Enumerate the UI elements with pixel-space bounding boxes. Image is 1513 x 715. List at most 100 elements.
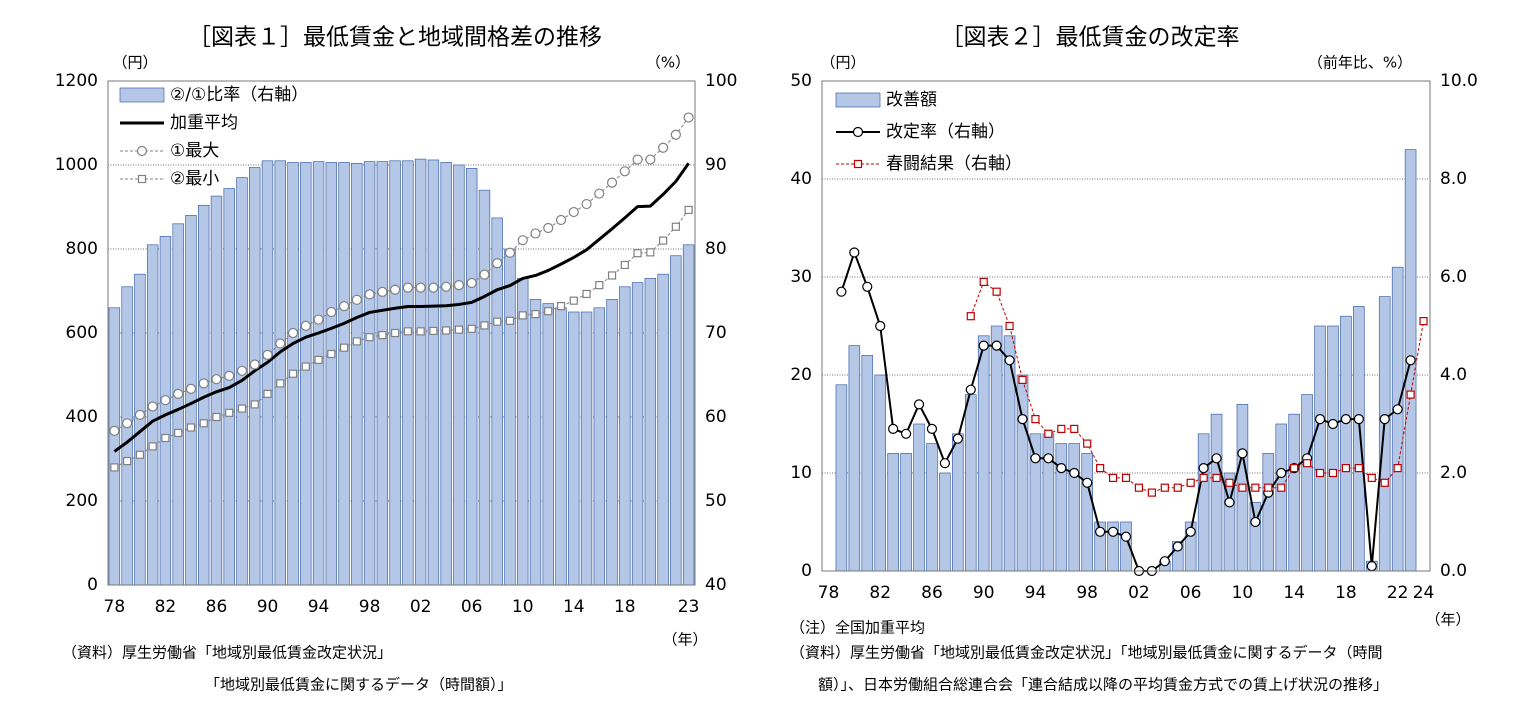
marker bbox=[1380, 478, 1389, 487]
legend-swatch bbox=[119, 87, 165, 103]
bar bbox=[670, 255, 682, 586]
y-tick-label: 600 bbox=[66, 323, 98, 343]
bar bbox=[414, 158, 427, 586]
x-tick-label: 22 bbox=[1387, 583, 1409, 603]
bar bbox=[478, 189, 491, 586]
marker bbox=[429, 326, 438, 335]
marker bbox=[441, 281, 452, 292]
bar bbox=[900, 453, 912, 572]
marker bbox=[1173, 483, 1182, 492]
y2-tick-label: 90 bbox=[705, 155, 727, 175]
bar bbox=[1055, 443, 1068, 572]
marker bbox=[836, 286, 847, 297]
y2-tick-label: 50 bbox=[705, 491, 727, 511]
marker bbox=[1134, 483, 1144, 492]
bar bbox=[1210, 413, 1223, 572]
bar bbox=[427, 159, 440, 586]
marker bbox=[1172, 541, 1183, 552]
y2-tick-label: 80 bbox=[705, 239, 727, 259]
bar bbox=[146, 244, 159, 586]
x-tick-label: 78 bbox=[818, 583, 840, 603]
chart-title: ［図表２］最低賃金の改定率 bbox=[941, 25, 1240, 51]
marker bbox=[365, 333, 374, 342]
marker bbox=[1224, 497, 1235, 508]
bar bbox=[465, 168, 478, 586]
bar bbox=[990, 325, 1003, 572]
x-tick-label: 98 bbox=[359, 597, 381, 617]
marker bbox=[1212, 473, 1221, 482]
bar bbox=[682, 244, 695, 586]
marker bbox=[1005, 321, 1014, 331]
note: 「地域別最低賃金に関するデータ（時間額）」 bbox=[205, 676, 513, 694]
marker bbox=[543, 222, 554, 234]
bar bbox=[887, 453, 899, 572]
marker bbox=[250, 400, 259, 409]
note: （注）全国加重平均 bbox=[790, 619, 925, 637]
y-tick-label: 40 bbox=[790, 169, 812, 189]
marker bbox=[1096, 464, 1105, 473]
y2-tick-label: 0.0 bbox=[1440, 561, 1467, 581]
note: （資料）厚生労働省「地域別最低賃金改定状況」 bbox=[62, 644, 392, 662]
legend-label: 改定率（右軸） bbox=[886, 122, 1005, 142]
marker bbox=[134, 409, 146, 420]
marker bbox=[174, 428, 183, 438]
legend-swatch bbox=[835, 92, 881, 108]
x-tick-label: 82 bbox=[869, 583, 891, 603]
bar bbox=[363, 161, 376, 586]
marker bbox=[581, 198, 592, 210]
marker bbox=[966, 312, 975, 321]
bar bbox=[121, 286, 133, 586]
x-tick-label: 10 bbox=[512, 597, 534, 617]
marker bbox=[517, 235, 528, 246]
marker bbox=[1405, 355, 1416, 366]
bar bbox=[491, 217, 503, 586]
marker bbox=[569, 296, 578, 305]
y-tick-label: 0 bbox=[801, 561, 812, 581]
x-tick-label: 90 bbox=[257, 597, 279, 617]
marker bbox=[671, 222, 680, 231]
x-tick-label: 23 bbox=[678, 597, 700, 617]
note: （資料）厚生労働省「地域別最低賃金改定状況」「地域別最低賃金に関するデータ（時間 bbox=[790, 644, 1383, 662]
marker bbox=[978, 340, 989, 351]
marker bbox=[684, 205, 693, 215]
marker bbox=[338, 301, 350, 312]
y2-tick-label: 40 bbox=[705, 575, 727, 595]
y-tick-label: 0 bbox=[87, 575, 98, 595]
marker bbox=[1251, 483, 1260, 492]
chart-title: ［図表１］最低賃金と地域間格差の推移 bbox=[188, 25, 602, 51]
marker bbox=[225, 408, 234, 417]
marker bbox=[288, 369, 298, 378]
legend-label: ①最大 bbox=[170, 141, 219, 161]
marker bbox=[249, 359, 260, 370]
marker bbox=[979, 277, 988, 286]
marker bbox=[849, 247, 860, 258]
marker bbox=[620, 260, 629, 270]
marker bbox=[1367, 473, 1376, 482]
marker bbox=[862, 281, 873, 292]
marker bbox=[875, 320, 886, 332]
marker bbox=[531, 310, 540, 319]
marker bbox=[633, 249, 642, 258]
marker bbox=[1070, 424, 1079, 433]
marker bbox=[1238, 483, 1247, 492]
x-tick-label: 94 bbox=[1025, 583, 1047, 603]
marker bbox=[493, 317, 502, 326]
marker bbox=[428, 282, 439, 293]
marker bbox=[1044, 429, 1053, 438]
marker bbox=[1095, 526, 1106, 537]
bar bbox=[861, 355, 874, 572]
marker bbox=[683, 112, 694, 123]
x-tick-label: 10 bbox=[1232, 583, 1254, 603]
marker bbox=[568, 206, 579, 218]
marker bbox=[1354, 464, 1363, 473]
bar bbox=[644, 278, 657, 586]
marker bbox=[595, 281, 604, 290]
bar bbox=[1314, 325, 1326, 572]
bar bbox=[580, 311, 593, 586]
marker bbox=[467, 324, 476, 333]
marker bbox=[1276, 467, 1287, 479]
marker bbox=[1314, 414, 1326, 425]
y2-tick-label: 8.0 bbox=[1440, 169, 1467, 189]
x-tick-label: 14 bbox=[563, 597, 585, 617]
marker bbox=[1199, 473, 1208, 482]
